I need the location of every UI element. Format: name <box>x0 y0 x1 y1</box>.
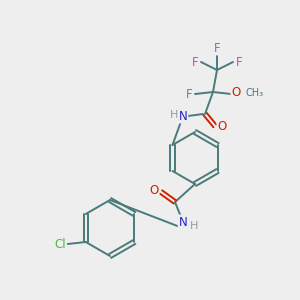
Text: Cl: Cl <box>54 238 66 250</box>
Text: CH₃: CH₃ <box>245 88 263 98</box>
Text: H: H <box>190 221 198 231</box>
Text: F: F <box>214 41 220 55</box>
Text: O: O <box>231 86 241 100</box>
Text: F: F <box>192 56 198 68</box>
Text: O: O <box>218 121 226 134</box>
Text: N: N <box>178 215 188 229</box>
Text: F: F <box>186 88 192 100</box>
Text: N: N <box>178 110 188 122</box>
Text: F: F <box>236 56 242 68</box>
Text: H: H <box>170 110 178 120</box>
Text: O: O <box>149 184 159 197</box>
